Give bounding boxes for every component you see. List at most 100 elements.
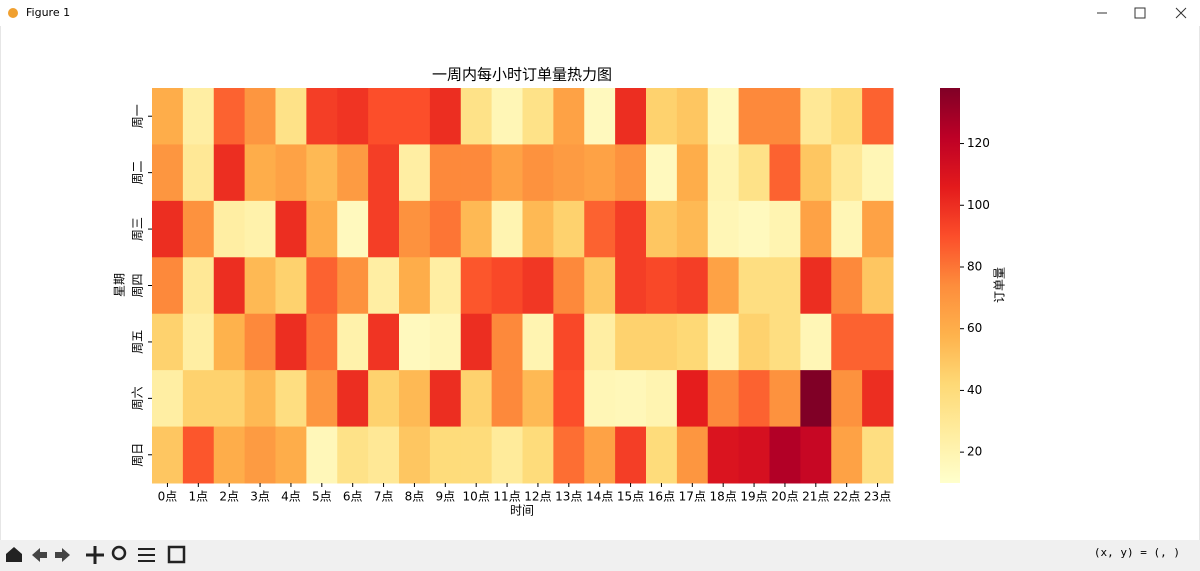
heatmap-cell [491, 370, 523, 428]
heatmap-cell [646, 88, 678, 145]
heatmap-cell [213, 144, 246, 202]
heatmap-cell [337, 88, 369, 145]
heatmap-cell [584, 313, 616, 371]
heatmap-cell [676, 144, 709, 202]
heatmap-cell [460, 144, 493, 202]
close-button[interactable] [1175, 7, 1187, 19]
app-icon [8, 8, 18, 18]
heatmap-cell [831, 370, 863, 428]
x-tick-label: 18点 [710, 490, 737, 504]
heatmap-cell [399, 370, 431, 428]
x-tick-label: 0点 [158, 490, 178, 504]
heatmap-cell [553, 426, 585, 484]
maximize-button[interactable] [1134, 7, 1146, 19]
heatmap-cell [707, 88, 740, 145]
heatmap-cell [337, 370, 369, 428]
colorbar-tick-label: 20 [967, 445, 982, 459]
heatmap-cell [800, 144, 832, 202]
heatmap-cell [182, 144, 215, 202]
heatmap-cell [707, 257, 740, 315]
heatmap-cell [615, 144, 647, 202]
heatmap-cell [213, 257, 246, 315]
heatmap-cell [615, 426, 647, 484]
heatmap-cell [275, 313, 307, 371]
heatmap-cell [306, 144, 338, 202]
heatmap-cell [676, 370, 709, 428]
heatmap-cell [244, 200, 276, 258]
heatmap-cell [429, 313, 462, 371]
heatmap-cell [244, 88, 276, 145]
pan-button[interactable] [86, 546, 104, 564]
heatmap-cell [213, 426, 246, 484]
coordinates: (x, y) = (, ) [1094, 546, 1180, 559]
heatmap-cell [615, 370, 647, 428]
forward-button[interactable] [55, 548, 70, 562]
heatmap-cell [676, 426, 709, 484]
heatmap-cell [460, 200, 493, 258]
heatmap-cell [646, 200, 678, 258]
heatmap-cell [800, 426, 832, 484]
heatmap-cell [429, 200, 462, 258]
heatmap-cell [182, 313, 215, 371]
heatmap-cell [862, 257, 894, 315]
heatmap-cell [368, 426, 400, 484]
y-tick-label: 周六 [131, 386, 145, 410]
colorbar [940, 88, 960, 483]
heatmap-cell [306, 426, 338, 484]
heatmap-cell [399, 200, 431, 258]
heatmap-cell [306, 313, 338, 371]
heatmap-cell [584, 88, 616, 145]
heatmap-cell [491, 88, 523, 145]
heatmap-cell [646, 313, 678, 371]
heatmap-cell [152, 144, 184, 202]
heatmap-cell [182, 370, 215, 428]
heatmap-cell [553, 313, 585, 371]
heatmap-cell [399, 313, 431, 371]
heatmap-cell [800, 313, 832, 371]
heatmap-cell [553, 144, 585, 202]
heatmap-cell [368, 88, 400, 145]
zoom-button[interactable] [111, 545, 127, 561]
heatmap-cell [460, 88, 493, 145]
title-bar [0, 0, 1200, 26]
heatmap-cell [769, 144, 801, 202]
home-button[interactable] [6, 547, 22, 562]
heatmap-cell [429, 370, 462, 428]
heatmap-cell [244, 426, 276, 484]
heatmap-cell [707, 144, 740, 202]
heatmap-cell [399, 144, 431, 202]
window-title: Figure 1 [26, 6, 70, 19]
heatmap-cell [646, 144, 678, 202]
heatmap-cell [368, 370, 400, 428]
colorbar-tick-label: 120 [967, 136, 990, 150]
heatmap-cell [275, 200, 307, 258]
x-tick-label: 4点 [281, 490, 301, 504]
y-tick-label: 周五 [131, 330, 145, 354]
x-tick-label: 23点 [864, 490, 891, 504]
heatmap-cell [337, 144, 369, 202]
y-tick-label: 周四 [131, 273, 145, 297]
heatmap-cell [491, 200, 523, 258]
heatmap-cell [460, 370, 493, 428]
heatmap-cell [213, 370, 246, 428]
heatmap-cell [738, 370, 770, 428]
heatmap-cell [738, 144, 770, 202]
heatmap-cell [615, 88, 647, 145]
heatmap-cell [337, 200, 369, 258]
heatmap-cell [646, 426, 678, 484]
save-button[interactable] [167, 545, 186, 564]
heatmap-cell [769, 88, 801, 145]
heatmap-cell [244, 144, 276, 202]
heatmap-cell [460, 257, 493, 315]
y-tick-label: 周三 [131, 217, 145, 241]
heatmap-cell [337, 426, 369, 484]
heatmap-cell [306, 88, 338, 145]
heatmap-cell [244, 257, 276, 315]
configure-button[interactable] [138, 548, 155, 562]
back-button[interactable] [32, 548, 47, 562]
heatmap-cell [831, 88, 863, 145]
heatmap-cell [522, 144, 554, 202]
heatmap-cell [646, 370, 678, 428]
heatmap-cell [738, 257, 770, 315]
x-tick-label: 8点 [405, 490, 425, 504]
